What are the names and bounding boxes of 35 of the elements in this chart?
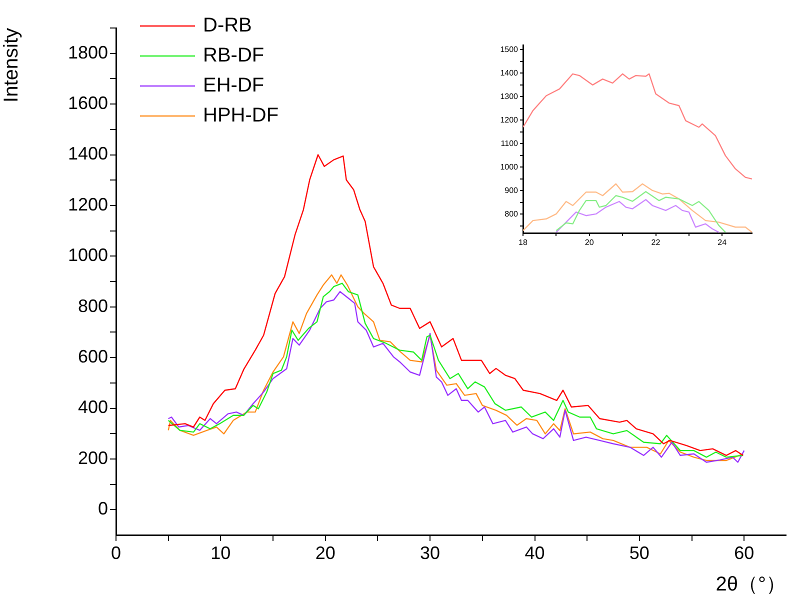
y-tick-label: 800 xyxy=(78,296,108,316)
y-tick-label: 1400 xyxy=(500,68,519,78)
y-tick-label: 800 xyxy=(504,209,519,218)
y-tick-label: 1100 xyxy=(500,138,519,148)
y-tick-label: 1600 xyxy=(68,93,108,114)
y-tick-label: 1200 xyxy=(68,194,108,214)
legend-label: D-RB xyxy=(203,14,252,37)
y-tick-label: 600 xyxy=(78,346,108,367)
y-tick-label: 1400 xyxy=(68,144,108,164)
y-tick-label: 1500 xyxy=(500,44,519,54)
x-tick-label: 18 xyxy=(518,238,528,248)
legend-label: EH-DF xyxy=(203,74,264,97)
x-tick-label: 0 xyxy=(110,542,122,563)
y-tick-label: 200 xyxy=(78,448,108,468)
x-axis-title: 2θ（°） xyxy=(716,574,786,596)
y-tick-label: 0 xyxy=(98,498,108,519)
x-tick-label: 40 xyxy=(524,542,545,563)
y-tick-label: 1000 xyxy=(500,162,519,172)
y-axis-title: Intensity xyxy=(0,28,23,102)
x-tick-label: 60 xyxy=(734,542,754,563)
x-tick-label: 20 xyxy=(315,542,336,563)
x-tick-label: 22 xyxy=(651,238,661,248)
y-tick-label: 900 xyxy=(504,186,519,195)
legend-label: HPH-DF xyxy=(203,104,279,127)
x-tick-label: 20 xyxy=(584,238,594,248)
y-tick-label: 1200 xyxy=(500,115,519,124)
x-tick-label: 24 xyxy=(718,238,728,248)
x-tick-label: 30 xyxy=(420,542,440,563)
x-tick-label: 50 xyxy=(629,542,650,563)
x-tick-label: 10 xyxy=(210,542,231,563)
y-tick-label: 400 xyxy=(78,397,108,418)
legend-label: RB-DF xyxy=(203,44,264,67)
y-tick-label: 1000 xyxy=(68,245,108,266)
y-tick-label: 1800 xyxy=(68,42,108,62)
y-tick-label: 1300 xyxy=(500,92,519,101)
